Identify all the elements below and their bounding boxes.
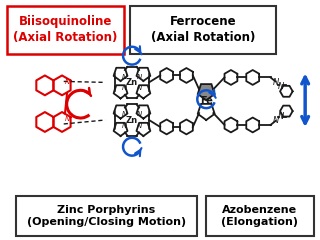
Text: N: N	[122, 123, 127, 129]
Text: Ferrocene
(Axial Rotation): Ferrocene (Axial Rotation)	[151, 15, 255, 44]
Text: N: N	[137, 111, 142, 117]
Polygon shape	[198, 84, 215, 100]
Text: Azobenzene
(Elongation): Azobenzene (Elongation)	[221, 205, 298, 227]
Bar	[16, 196, 196, 236]
Text: N: N	[122, 111, 127, 117]
Text: N: N	[137, 85, 142, 91]
Text: N: N	[137, 123, 142, 129]
Text: Fe: Fe	[200, 96, 212, 106]
Bar	[206, 196, 314, 236]
Text: N: N	[64, 79, 69, 85]
Text: Zn: Zn	[126, 78, 138, 87]
Bar	[6, 6, 124, 54]
Text: Biisoquinoline
(Axial Rotation): Biisoquinoline (Axial Rotation)	[13, 15, 117, 44]
Text: Zn: Zn	[126, 115, 138, 125]
Text: N: N	[272, 78, 279, 87]
Text: N: N	[137, 74, 142, 80]
Bar	[130, 6, 276, 54]
Text: N: N	[277, 82, 284, 91]
Text: N: N	[122, 74, 127, 80]
Text: N: N	[272, 115, 279, 125]
Text: N: N	[277, 112, 284, 120]
Text: Zinc Porphyrins
(Opening/Closing Motion): Zinc Porphyrins (Opening/Closing Motion)	[27, 205, 186, 227]
Text: N: N	[122, 85, 127, 91]
Text: N: N	[64, 116, 69, 122]
